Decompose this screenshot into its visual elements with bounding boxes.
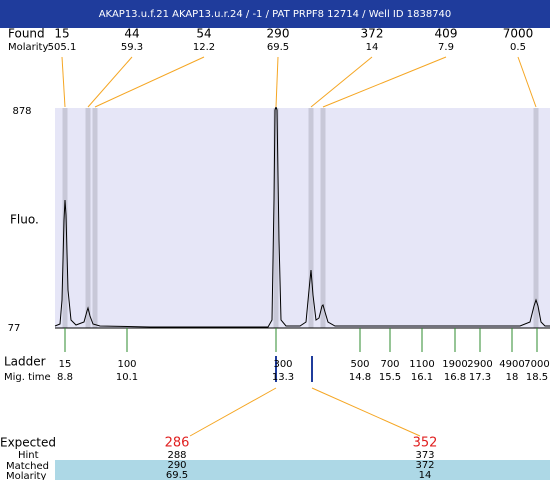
fluo-max: 878 [12, 106, 31, 117]
peak-connector [94, 56, 205, 108]
peak-size: 15 [54, 27, 69, 41]
fluorescence-trace [54, 105, 550, 328]
found-label: Found [8, 27, 45, 41]
matched-size: 372 [415, 460, 434, 471]
header-bar [0, 0, 550, 28]
mig-time-label: Mig. time [4, 372, 51, 383]
connector [189, 387, 277, 437]
peak-size: 54 [196, 27, 211, 41]
peak-connector [322, 56, 447, 108]
peak-molarity: 12.2 [193, 42, 215, 53]
peak-size: 44 [124, 27, 139, 41]
matched-label: Matched [6, 461, 49, 472]
matched-size: 290 [167, 460, 186, 471]
ladder-size: 500 [350, 359, 369, 370]
ladder-size: 7000 [524, 359, 549, 370]
plot-area [55, 108, 550, 328]
matched-molarity: 14 [419, 470, 432, 480]
peak-band [92, 108, 98, 328]
hint-label: Hint [18, 450, 39, 461]
hint-size: 373 [415, 450, 434, 461]
header-title: AKAP13.u.f.21 AKAP13.u.r.24 / -1 / PAT P… [99, 9, 452, 20]
ladder-mig-time: 16.1 [411, 372, 433, 383]
ladder-mig-time: 15.5 [379, 372, 401, 383]
peak-connector [61, 56, 66, 108]
molarity-label: Molarity [6, 471, 46, 480]
peak-molarity: 0.5 [510, 42, 526, 53]
peak-size: 409 [435, 27, 458, 41]
ladder-label: Ladder [4, 355, 46, 369]
ladder-size: 300 [273, 359, 292, 370]
ladder-mig-time: 13.3 [272, 372, 294, 383]
fluo-label: Fluo. [10, 213, 39, 227]
ladder-size: 4900 [499, 359, 524, 370]
matched-molarity: 69.5 [166, 470, 188, 480]
peak-connector [517, 56, 537, 108]
molarity-label: Molarity [8, 42, 48, 53]
peak-molarity: 69.5 [267, 42, 289, 53]
peak-size: 372 [361, 27, 384, 41]
expected-size: 286 [165, 436, 190, 451]
peak-connector [87, 56, 133, 108]
ladder-size: 1100 [409, 359, 434, 370]
ladder-mig-time: 8.8 [57, 372, 73, 383]
ladder-size: 100 [117, 359, 136, 370]
expected-label: Expected [0, 436, 56, 450]
peak-band [273, 108, 279, 328]
peak-size: 290 [267, 27, 290, 41]
peak-band [533, 108, 539, 328]
ladder-mig-time: 18 [506, 372, 519, 383]
peak-molarity: 7.9 [438, 42, 454, 53]
peak-connector [310, 56, 373, 108]
peak-connector [275, 56, 279, 108]
peak-band [85, 108, 91, 328]
expected-size: 352 [413, 436, 438, 451]
ladder-size: 1900 [442, 359, 467, 370]
ladder-size: 2900 [467, 359, 492, 370]
peak-molarity: 14 [366, 42, 379, 53]
peak-molarity: 505.1 [48, 42, 77, 53]
peak-band [320, 108, 326, 328]
peak-molarity: 59.3 [121, 42, 143, 53]
peak-size: 7000 [503, 27, 534, 41]
matched-band [55, 460, 550, 480]
peak-band [308, 108, 314, 328]
ladder-mig-time: 14.8 [349, 372, 371, 383]
peak-band [62, 108, 68, 328]
ladder-mig-time: 10.1 [116, 372, 138, 383]
ladder-mig-time: 18.5 [526, 372, 548, 383]
ladder-size: 15 [59, 359, 72, 370]
ladder-size: 700 [380, 359, 399, 370]
fluo-min: 77 [8, 323, 21, 334]
ladder-mig-time: 16.8 [444, 372, 466, 383]
ladder-mig-time: 17.3 [469, 372, 491, 383]
connector [311, 387, 421, 437]
hint-size: 288 [167, 450, 186, 461]
